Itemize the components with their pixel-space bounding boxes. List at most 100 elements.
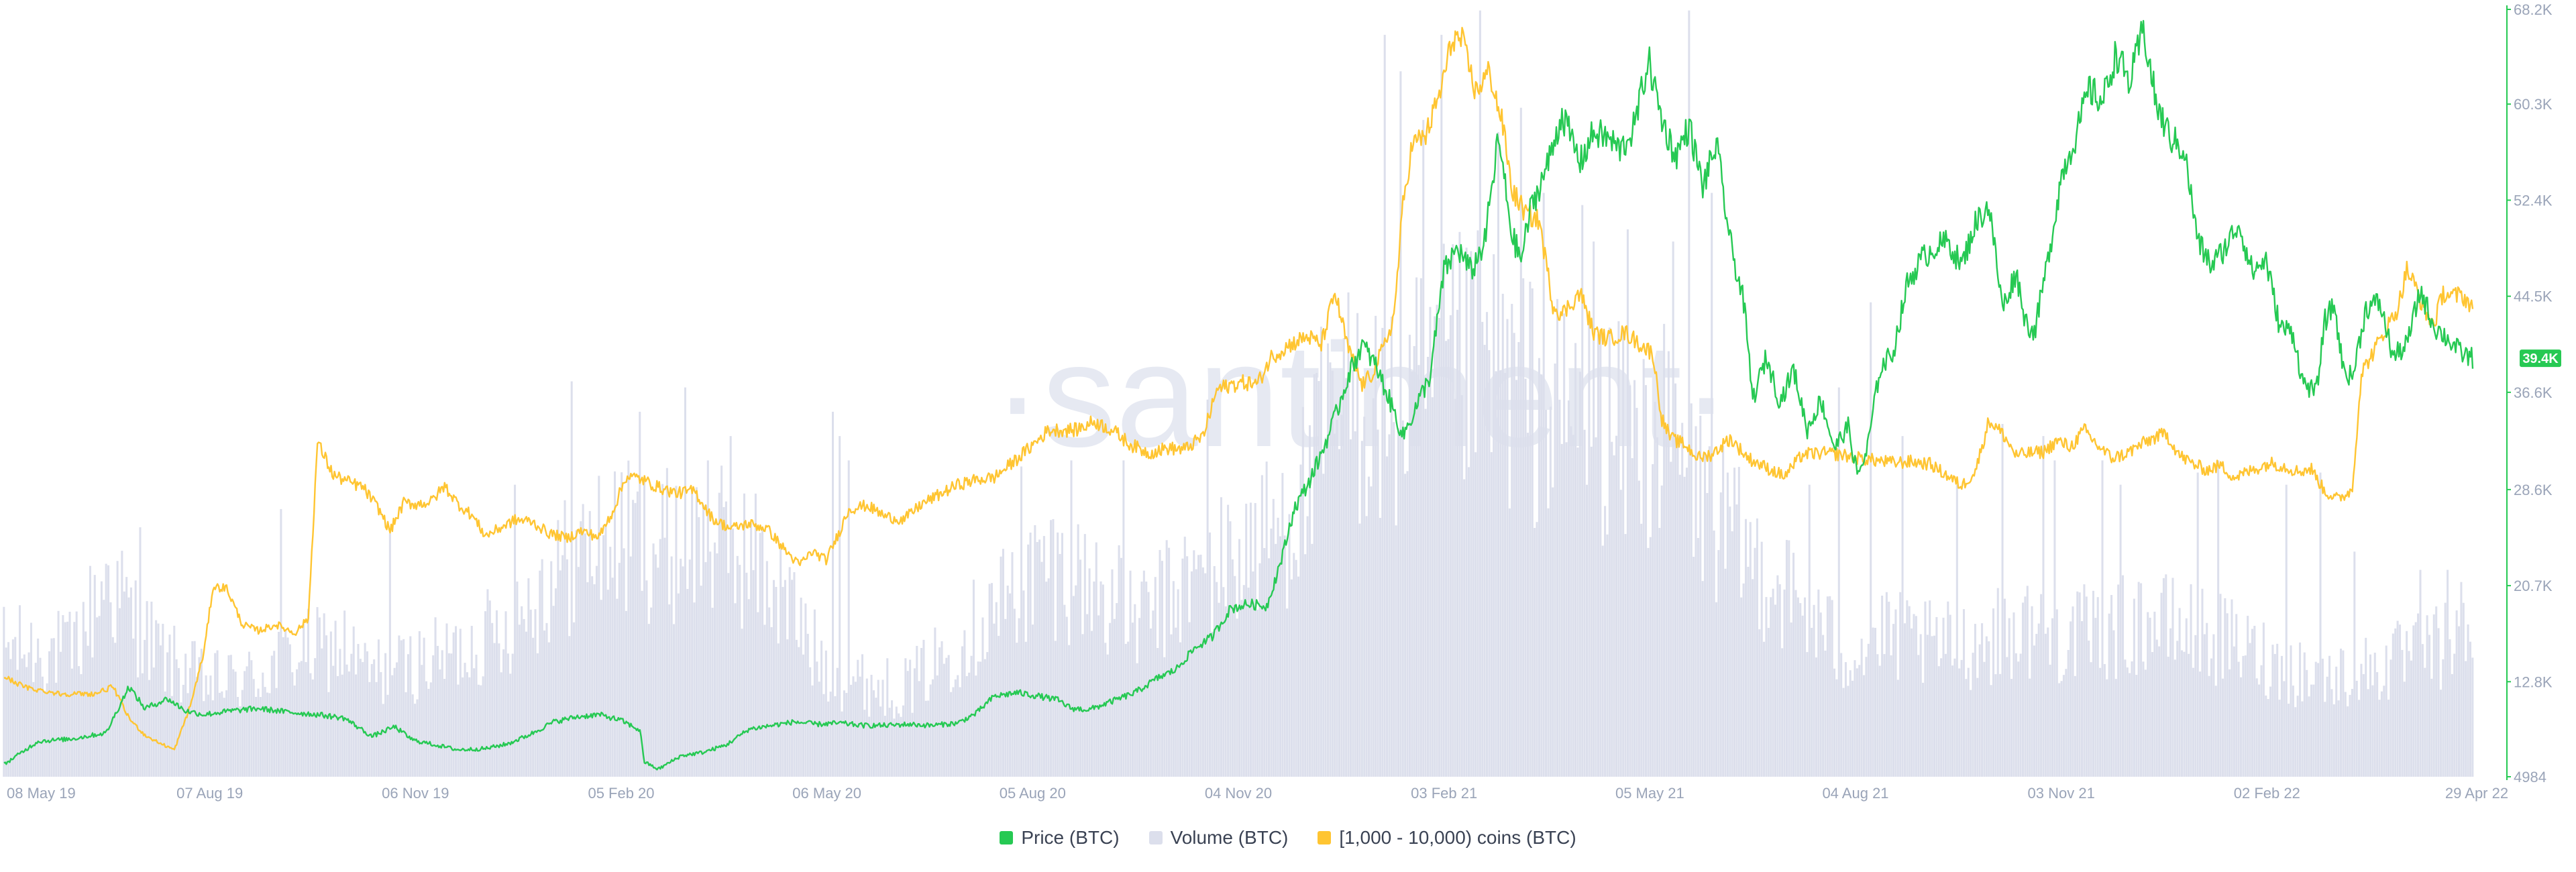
legend-item-coins[interactable]: [1,000 - 10,000) coins (BTC) (1318, 827, 1576, 849)
volume-bar (1542, 193, 1545, 777)
volume-bar (1545, 409, 1548, 777)
volume-bar (2439, 690, 2442, 777)
volume-bar (1615, 435, 1618, 777)
volume-bar (1829, 596, 1831, 777)
volume-bar (3, 606, 5, 777)
volume-bar (439, 669, 441, 777)
volume-bar (1554, 363, 1556, 777)
volume-bar (1057, 532, 1059, 777)
volume-bar (139, 527, 142, 777)
y-tick-label: 28.6K (2514, 482, 2553, 498)
volume-bar (1431, 397, 1434, 777)
volume-bar (1794, 590, 1797, 777)
volume-bar (225, 690, 228, 777)
volume-bar (543, 630, 546, 777)
volume-bar (834, 696, 837, 777)
volume-bar (1719, 492, 1722, 777)
volume-bar (1983, 661, 1986, 777)
volume-bar (2242, 655, 2245, 777)
volume-bar (684, 387, 686, 777)
volume-bar (2294, 707, 2297, 777)
volume-bar (114, 643, 117, 777)
volume-bar (266, 692, 269, 777)
volume-bar (109, 602, 112, 777)
volume-bar (1006, 586, 1009, 777)
volume-bar (1613, 455, 1615, 777)
volume-bar (239, 706, 241, 777)
volume-bar (2031, 606, 2033, 777)
volume-bar (1860, 639, 1863, 777)
volume-bar (786, 639, 789, 777)
volume-bar (2099, 667, 2102, 777)
volume-bar (1796, 597, 1799, 777)
volume-bar (48, 651, 51, 777)
volume-bar (904, 658, 907, 777)
volume-bar (598, 476, 600, 777)
volume-bar (1061, 533, 1063, 777)
volume-bar (743, 493, 746, 777)
volume-bar (2065, 669, 2068, 777)
volume-bar (1190, 571, 1193, 777)
volume-bar (2362, 674, 2365, 777)
volume-bar (400, 640, 402, 777)
price-line (3, 19, 2474, 771)
volume-bar (1436, 305, 1438, 777)
volume-bar (2151, 652, 2154, 777)
volume-bar (2135, 675, 2138, 777)
x-tick-label: 05 Aug 20 (1000, 785, 1066, 802)
volume-bar (1681, 423, 1684, 777)
volume-bar (1517, 341, 1520, 777)
volume-bar (1960, 659, 1963, 777)
volume-bar (264, 687, 266, 777)
volume-bar (1513, 333, 1515, 777)
volume-bar (600, 600, 602, 777)
volume-bar (193, 641, 196, 777)
volume-bar (1935, 616, 1938, 777)
volume-bar (2003, 598, 2006, 777)
volume-bar (2437, 628, 2440, 777)
volume-bar (765, 561, 768, 777)
volume-bar (518, 624, 521, 777)
volume-bar (870, 675, 873, 777)
volume-bar (570, 381, 573, 777)
volume-bar (196, 677, 199, 777)
volume-bar (1881, 596, 1884, 777)
volume-bar (670, 556, 673, 777)
volume-bar (957, 675, 959, 777)
volume-bar (1778, 584, 1781, 777)
legend-item-price[interactable]: Price (BTC) (1000, 827, 1120, 849)
volume-bar (1065, 616, 1068, 777)
volume-bar (1059, 553, 1061, 777)
volume-bar (943, 663, 945, 777)
volume-bar (865, 678, 868, 777)
volume-bar (1411, 371, 1413, 777)
volume-bar (1275, 543, 1277, 777)
volume-bar (702, 504, 705, 777)
volume-bar (1817, 589, 1820, 777)
volume-bar (675, 486, 678, 777)
volume-bar (1619, 490, 1622, 777)
volume-bar (1937, 666, 1940, 777)
volume-bar (1083, 534, 1086, 777)
volume-bar (1570, 426, 1572, 777)
volume-bar (2419, 569, 2422, 777)
volume-bar (1456, 309, 1459, 777)
volume-bar (1888, 602, 1890, 777)
volume-bar (1854, 660, 1856, 777)
volume-bar (881, 679, 884, 777)
volume-bar (2442, 659, 2445, 777)
volume-bar (2262, 622, 2265, 777)
volume-bar (1129, 570, 1132, 777)
volume-bar (125, 577, 128, 777)
volume-bar (663, 537, 666, 777)
volume-bar (2226, 613, 2229, 777)
legend-item-volume[interactable]: Volume (BTC) (1148, 827, 1288, 849)
volume-bar (377, 639, 380, 777)
volume-bar (938, 647, 941, 777)
volume-bar (713, 542, 716, 777)
volume-bar (234, 671, 237, 777)
volume-bar (2108, 613, 2110, 777)
volume-bar (577, 567, 580, 777)
